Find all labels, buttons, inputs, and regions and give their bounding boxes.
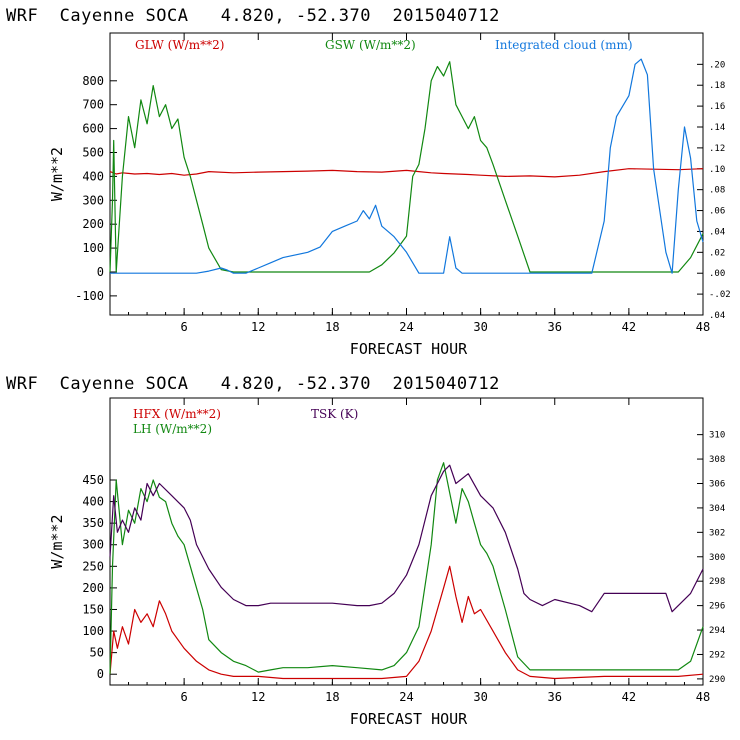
x-tick-label-2-48: 48 [696,690,710,704]
x-tick-label-2-12: 12 [251,690,265,704]
x-tick-label-1-24: 24 [399,320,413,334]
x-tick-label-1-48: 48 [696,320,710,334]
x-tick-label-2-24: 24 [399,690,413,704]
y2-tick-label-1-5: .06 [709,207,725,217]
y-tick-label-1-0: 0 [97,265,104,279]
y-tick-label-2-450: 450 [82,473,104,487]
y2-tick-label-1-11: .18 [709,81,725,91]
y-tick-label-2-250: 250 [82,559,104,573]
y2-tick-label-2-5: 300 [709,553,725,563]
y2-tick-label-2-10: 310 [709,431,725,441]
series-line-1-2 [109,61,704,273]
y2-tick-label-2-1: 292 [709,650,725,660]
legend-entry-1-2: GSW (W/m**2) [325,38,416,52]
y-tick-label-1-400: 400 [82,169,104,183]
y-tick-label-2-350: 350 [82,516,104,530]
y-tick-label-1-800: 800 [82,74,104,88]
y2-tick-label-1-10: .16 [709,102,725,112]
x-tick-label-2-18: 18 [325,690,339,704]
y-tick-label-2-0: 0 [97,667,104,681]
x-axis-label-2: FORECAST HOUR [350,710,468,728]
y-axis-label-1: W/m**2 [48,147,66,201]
legend-entry-1-1: GLW (W/m**2) [135,38,224,52]
y2-tick-label-1-9: .14 [709,123,725,133]
legend-entry-2-3: TSK (K) [311,407,358,421]
legend-entry-2-2: LH (W/m**2) [133,422,212,436]
y2-tick-label-2-7: 304 [709,504,725,514]
y2-tick-label-1-2: .00 [709,269,725,279]
y2-tick-label-1-4: .04 [709,227,725,237]
y2-tick-label-1-7: .10 [709,165,725,175]
series-line-1-1 [109,168,704,178]
y-tick-label-2-200: 200 [82,581,104,595]
y2-tick-label-2-0: 290 [709,675,725,685]
y-tick-label-1-100: 100 [82,241,104,255]
x-tick-label-1-12: 12 [251,320,265,334]
y-tick-label-1-200: 200 [82,217,104,231]
y2-tick-label-2-9: 308 [709,455,725,465]
y-tick-label-2-300: 300 [82,538,104,552]
y-tick-label-2-150: 150 [82,602,104,616]
y-tick-label-2-100: 100 [82,624,104,638]
y-tick-label-1-300: 300 [82,193,104,207]
y-tick-label-1-700: 700 [82,98,104,112]
x-tick-label-1-18: 18 [325,320,339,334]
x-tick-label-1-42: 42 [622,320,636,334]
x-tick-label-2-36: 36 [548,690,562,704]
y-tick-label-2-50: 50 [90,646,104,660]
x-tick-label-1-30: 30 [473,320,487,334]
x-tick-label-2-30: 30 [473,690,487,704]
y2-tick-label-2-6: 302 [709,528,725,538]
x-tick-label-2-42: 42 [622,690,636,704]
y-tick-label-2-400: 400 [82,495,104,509]
y2-tick-label-1-8: .12 [709,144,725,154]
plot-frame-2 [109,397,704,686]
y-tick-label-1-600: 600 [82,122,104,136]
x-tick-label-1-36: 36 [548,320,562,334]
y2-tick-label-2-8: 306 [709,479,725,489]
y2-tick-label-2-4: 298 [709,577,725,587]
y2-tick-label-1-12: .20 [709,60,725,70]
series-line-2-2 [109,462,704,675]
y-axis-label-2: W/m**2 [48,514,66,568]
y2-tick-label-1-1: -.02 [709,290,731,300]
y2-tick-label-1-3: .02 [709,248,725,258]
legend-entry-2-1: HFX (W/m**2) [133,407,221,421]
chart-title-2: WRF Cayenne SOCA 4.820, -52.370 20150407… [6,374,500,394]
y-tick-label-1-500: 500 [82,145,104,159]
series-line-1-3 [110,58,704,274]
y-tick-label-1--100: -100 [75,289,104,303]
y2-tick-label-1-0: .04 [709,311,725,321]
series-line-2-1 [109,565,704,680]
x-tick-label-1-6: 6 [181,320,188,334]
x-tick-label-2-6: 6 [181,690,188,704]
y2-tick-label-2-3: 296 [709,602,725,612]
y2-tick-label-2-2: 294 [709,626,725,636]
y2-tick-label-1-6: .08 [709,186,725,196]
x-axis-label-1: FORECAST HOUR [350,340,468,358]
series-line-2-3 [109,464,704,613]
legend-entry-1-3: Integrated cloud (mm) [495,38,633,52]
chart-title-1: WRF Cayenne SOCA 4.820, -52.370 20150407… [6,6,500,26]
